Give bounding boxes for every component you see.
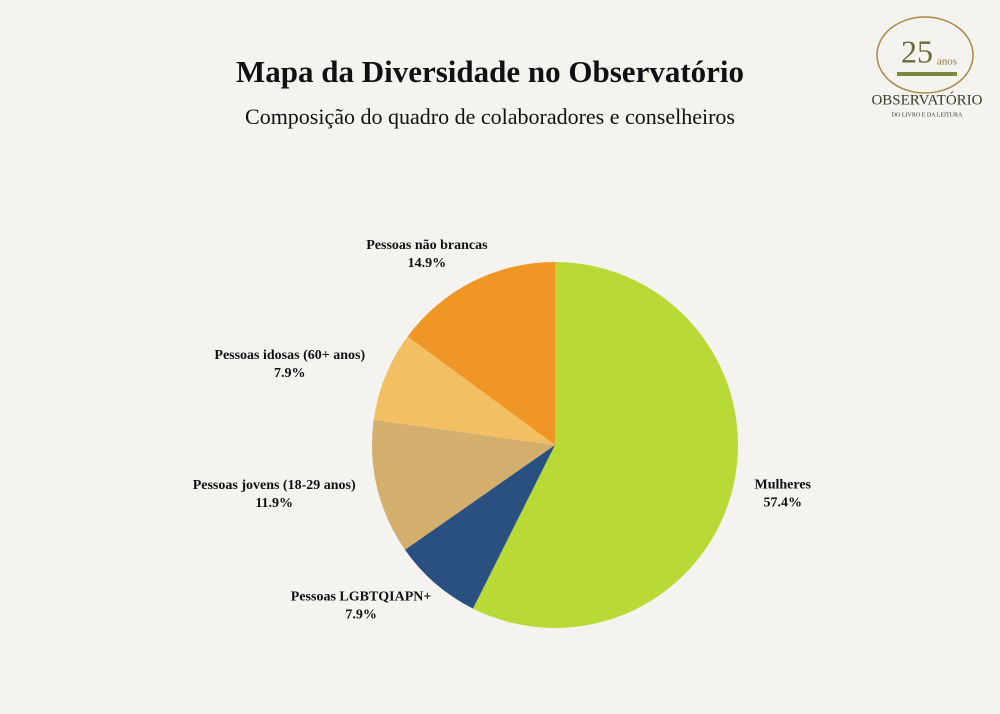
slice-value: 7.9% xyxy=(345,607,377,622)
logo: 25 anos OBSERVATÓRIO DO LIVRO E DA LEITU… xyxy=(871,16,983,118)
slice-value: 57.4% xyxy=(763,495,802,510)
chart-subtitle: Composição do quadro de colaboradores e … xyxy=(245,104,735,129)
logo-ring xyxy=(876,16,974,94)
pie-slice xyxy=(472,262,738,628)
logo-suffix: anos xyxy=(937,56,957,68)
pie-slice xyxy=(407,262,555,445)
pie-slice xyxy=(371,419,555,550)
chart-title: Mapa da Diversidade no Observatório xyxy=(236,54,744,89)
slice-label: Pessoas LGBTQIAPN+ xyxy=(291,589,432,604)
pie-slice xyxy=(373,336,555,445)
slice-label: Pessoas idosas (60+ anos) xyxy=(214,348,365,363)
slice-label: Mulheres xyxy=(754,477,811,492)
logo-bar xyxy=(897,72,957,76)
slice-value: 14.9% xyxy=(408,256,447,271)
pie-slice xyxy=(404,445,555,609)
logo-number: 25 xyxy=(901,33,933,69)
slice-value: 11.9% xyxy=(255,496,293,511)
logo-tagline: DO LIVRO E DA LEITURA xyxy=(892,112,963,118)
logo-name: OBSERVATÓRIO xyxy=(871,91,982,108)
slice-label: Pessoas não brancas xyxy=(366,238,488,253)
slice-label: Pessoas jovens (18-29 anos) xyxy=(193,478,356,493)
slice-value: 7.9% xyxy=(274,366,306,381)
